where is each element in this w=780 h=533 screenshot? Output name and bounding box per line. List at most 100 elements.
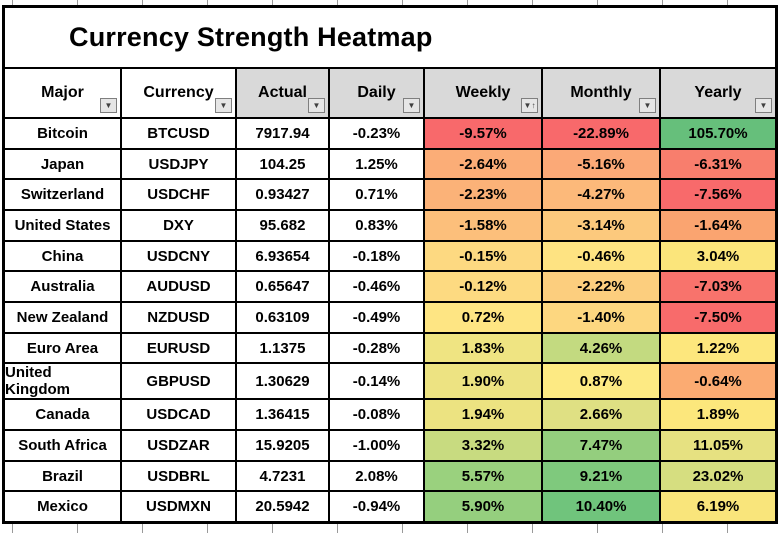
gridline-stubs-top bbox=[0, 0, 780, 5]
table-row: Canada USDCAD 1.36415 -0.08% 1.94% 2.66%… bbox=[5, 400, 775, 432]
cell-yearly: 1.89% bbox=[661, 400, 775, 430]
cell-actual: 15.9205 bbox=[237, 431, 330, 460]
cell-monthly: 4.26% bbox=[543, 333, 661, 363]
gridline-stubs-bottom bbox=[0, 524, 780, 533]
cell-weekly: 5.90% bbox=[425, 492, 543, 522]
cell-currency: USDMXN bbox=[122, 492, 237, 522]
cell-weekly: 5.57% bbox=[425, 461, 543, 491]
cell-yearly: 3.04% bbox=[661, 241, 775, 271]
cell-yearly: -1.64% bbox=[661, 211, 775, 240]
cell-monthly: 10.40% bbox=[543, 492, 661, 522]
cell-weekly: 3.32% bbox=[425, 431, 543, 460]
cell-daily: -0.94% bbox=[330, 492, 425, 522]
cell-currency: NZDUSD bbox=[122, 303, 237, 332]
filter-dropdown-icon-currency[interactable]: ▼ bbox=[215, 98, 232, 113]
column-header-label: Yearly bbox=[694, 84, 742, 101]
table-row: United States DXY 95.682 0.83% -1.58% -3… bbox=[5, 211, 775, 242]
cell-currency: USDCNY bbox=[122, 241, 237, 271]
table-row: Mexico USDMXN 20.5942 -0.94% 5.90% 10.40… bbox=[5, 492, 775, 522]
cell-major: Brazil bbox=[5, 461, 122, 491]
cell-actual: 1.36415 bbox=[237, 400, 330, 430]
cell-daily: -1.00% bbox=[330, 431, 425, 460]
cell-monthly: -2.22% bbox=[543, 272, 661, 302]
cell-weekly: -0.12% bbox=[425, 272, 543, 302]
column-header-label: Weekly bbox=[455, 84, 511, 101]
cell-major: Switzerland bbox=[5, 180, 122, 210]
cell-yearly: -7.56% bbox=[661, 180, 775, 210]
table-header-row: Major ▼ Currency ▼ Actual ▼ Daily ▼ Week… bbox=[5, 69, 775, 119]
cell-weekly: -1.58% bbox=[425, 211, 543, 240]
cell-daily: -0.08% bbox=[330, 400, 425, 430]
column-header-label: Currency bbox=[143, 84, 214, 101]
cell-daily: -0.14% bbox=[330, 364, 425, 399]
filter-dropdown-icon-actual[interactable]: ▼ bbox=[308, 98, 325, 113]
cell-currency: EURUSD bbox=[122, 333, 237, 363]
filter-sort-asc-icon-weekly[interactable]: ▼↑ bbox=[521, 98, 538, 113]
table-row: Australia AUDUSD 0.65647 -0.46% -0.12% -… bbox=[5, 272, 775, 304]
cell-actual: 6.93654 bbox=[237, 241, 330, 271]
cell-monthly: -22.89% bbox=[543, 119, 661, 148]
cell-daily: -0.49% bbox=[330, 303, 425, 332]
cell-major: United States bbox=[5, 211, 122, 240]
cell-daily: 0.83% bbox=[330, 211, 425, 240]
cell-yearly: 23.02% bbox=[661, 461, 775, 491]
currency-heatmap-table: Currency Strength Heatmap Major ▼ Curren… bbox=[2, 5, 778, 524]
title-bar: Currency Strength Heatmap bbox=[5, 8, 775, 69]
column-header-weekly: Weekly ▼↑ bbox=[425, 69, 543, 117]
cell-yearly: 105.70% bbox=[661, 119, 775, 148]
cell-actual: 1.30629 bbox=[237, 364, 330, 399]
table-body: Bitcoin BTCUSD 7917.94 -0.23% -9.57% -22… bbox=[5, 119, 775, 522]
cell-actual: 1.1375 bbox=[237, 333, 330, 363]
filter-dropdown-icon-major[interactable]: ▼ bbox=[100, 98, 117, 113]
cell-daily: 0.71% bbox=[330, 180, 425, 210]
cell-major: Bitcoin bbox=[5, 119, 122, 148]
cell-major: China bbox=[5, 241, 122, 271]
cell-daily: -0.46% bbox=[330, 272, 425, 302]
table-row: Brazil USDBRL 4.7231 2.08% 5.57% 9.21% 2… bbox=[5, 461, 775, 493]
cell-monthly: 0.87% bbox=[543, 364, 661, 399]
column-header-currency: Currency ▼ bbox=[122, 69, 237, 117]
table-row: Switzerland USDCHF 0.93427 0.71% -2.23% … bbox=[5, 180, 775, 212]
cell-actual: 0.65647 bbox=[237, 272, 330, 302]
cell-weekly: -2.64% bbox=[425, 149, 543, 179]
cell-weekly: -9.57% bbox=[425, 119, 543, 148]
cell-currency: USDJPY bbox=[122, 149, 237, 179]
cell-daily: -0.28% bbox=[330, 333, 425, 363]
cell-yearly: -7.03% bbox=[661, 272, 775, 302]
column-header-label: Major bbox=[41, 84, 84, 101]
column-header-monthly: Monthly ▼ bbox=[543, 69, 661, 117]
filter-dropdown-icon-daily[interactable]: ▼ bbox=[403, 98, 420, 113]
cell-currency: USDCHF bbox=[122, 180, 237, 210]
cell-currency: USDBRL bbox=[122, 461, 237, 491]
table-row: Japan USDJPY 104.25 1.25% -2.64% -5.16% … bbox=[5, 149, 775, 181]
filter-dropdown-icon-monthly[interactable]: ▼ bbox=[639, 98, 656, 113]
cell-major: Mexico bbox=[5, 492, 122, 522]
filter-dropdown-icon-yearly[interactable]: ▼ bbox=[755, 98, 772, 113]
cell-actual: 4.7231 bbox=[237, 461, 330, 491]
cell-daily: 1.25% bbox=[330, 149, 425, 179]
cell-major: South Africa bbox=[5, 431, 122, 460]
cell-major: United Kingdom bbox=[5, 364, 122, 399]
cell-yearly: -0.64% bbox=[661, 364, 775, 399]
column-header-daily: Daily ▼ bbox=[330, 69, 425, 117]
cell-weekly: 1.94% bbox=[425, 400, 543, 430]
cell-monthly: -0.46% bbox=[543, 241, 661, 271]
cell-actual: 0.93427 bbox=[237, 180, 330, 210]
column-header-actual: Actual ▼ bbox=[237, 69, 330, 117]
cell-major: Japan bbox=[5, 149, 122, 179]
table-row: Bitcoin BTCUSD 7917.94 -0.23% -9.57% -22… bbox=[5, 119, 775, 150]
cell-actual: 95.682 bbox=[237, 211, 330, 240]
cell-weekly: -2.23% bbox=[425, 180, 543, 210]
cell-currency: AUDUSD bbox=[122, 272, 237, 302]
cell-actual: 0.63109 bbox=[237, 303, 330, 332]
column-header-label: Daily bbox=[357, 84, 396, 101]
cell-currency: USDCAD bbox=[122, 400, 237, 430]
page-title: Currency Strength Heatmap bbox=[69, 22, 433, 52]
column-header-label: Monthly bbox=[570, 84, 632, 101]
cell-major: Australia bbox=[5, 272, 122, 302]
cell-monthly: 9.21% bbox=[543, 461, 661, 491]
cell-actual: 7917.94 bbox=[237, 119, 330, 148]
cell-major: Canada bbox=[5, 400, 122, 430]
cell-major: Euro Area bbox=[5, 333, 122, 363]
